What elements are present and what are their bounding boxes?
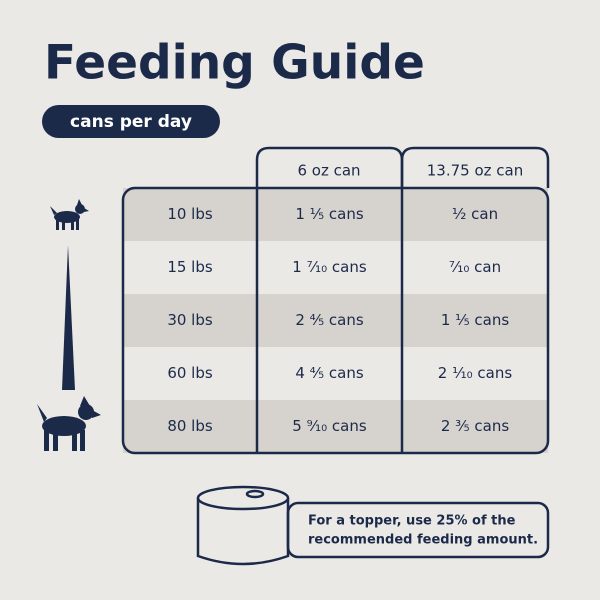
small-dog-icon (50, 199, 89, 230)
weight-label: 80 lbs (167, 417, 213, 435)
weight-label: 15 lbs (167, 258, 213, 276)
note-line: recommended feeding amount. (308, 533, 538, 548)
weight-label: 30 lbs (167, 311, 213, 329)
row-bg (123, 241, 548, 294)
row-bg (123, 188, 548, 241)
amount-cell: 1 ¹⁄₅ cans (295, 205, 364, 223)
size-wedge (62, 245, 75, 390)
column-header: 13.75 oz can (427, 162, 523, 180)
column-header: 6 oz can (297, 162, 360, 180)
amount-cell: 2 ⁴⁄₅ cans (295, 311, 364, 329)
title: Feeding Guide (44, 36, 425, 91)
amount-cell: ⁷⁄₁₀ can (449, 258, 501, 276)
amount-cell: 2 ³⁄₅ cans (441, 417, 510, 435)
note-box (286, 501, 550, 559)
badge: cans per day (70, 112, 192, 132)
amount-cell: 5 ⁹⁄₁₀ cans (292, 417, 367, 435)
row-bg (123, 294, 548, 347)
row-bg (123, 400, 548, 453)
weight-label: 60 lbs (167, 364, 213, 382)
large-dog-icon (37, 396, 101, 451)
weight-label: 10 lbs (167, 205, 213, 223)
amount-cell: 2 ¹⁄₁₀ cans (438, 364, 513, 382)
badge-bg (42, 105, 220, 138)
can-icon (196, 485, 290, 566)
note-line: For a topper, use 25% of the (308, 514, 516, 529)
amount-cell: 1 ⁷⁄₁₀ cans (292, 258, 367, 276)
row-bg (123, 347, 548, 400)
amount-cell: 4 ⁴⁄₅ cans (295, 364, 364, 382)
table-border (121, 186, 550, 455)
amount-cell: 1 ¹⁄₅ cans (441, 311, 510, 329)
amount-cell: ¹⁄₂ can (452, 205, 498, 223)
header-tab (400, 146, 550, 188)
